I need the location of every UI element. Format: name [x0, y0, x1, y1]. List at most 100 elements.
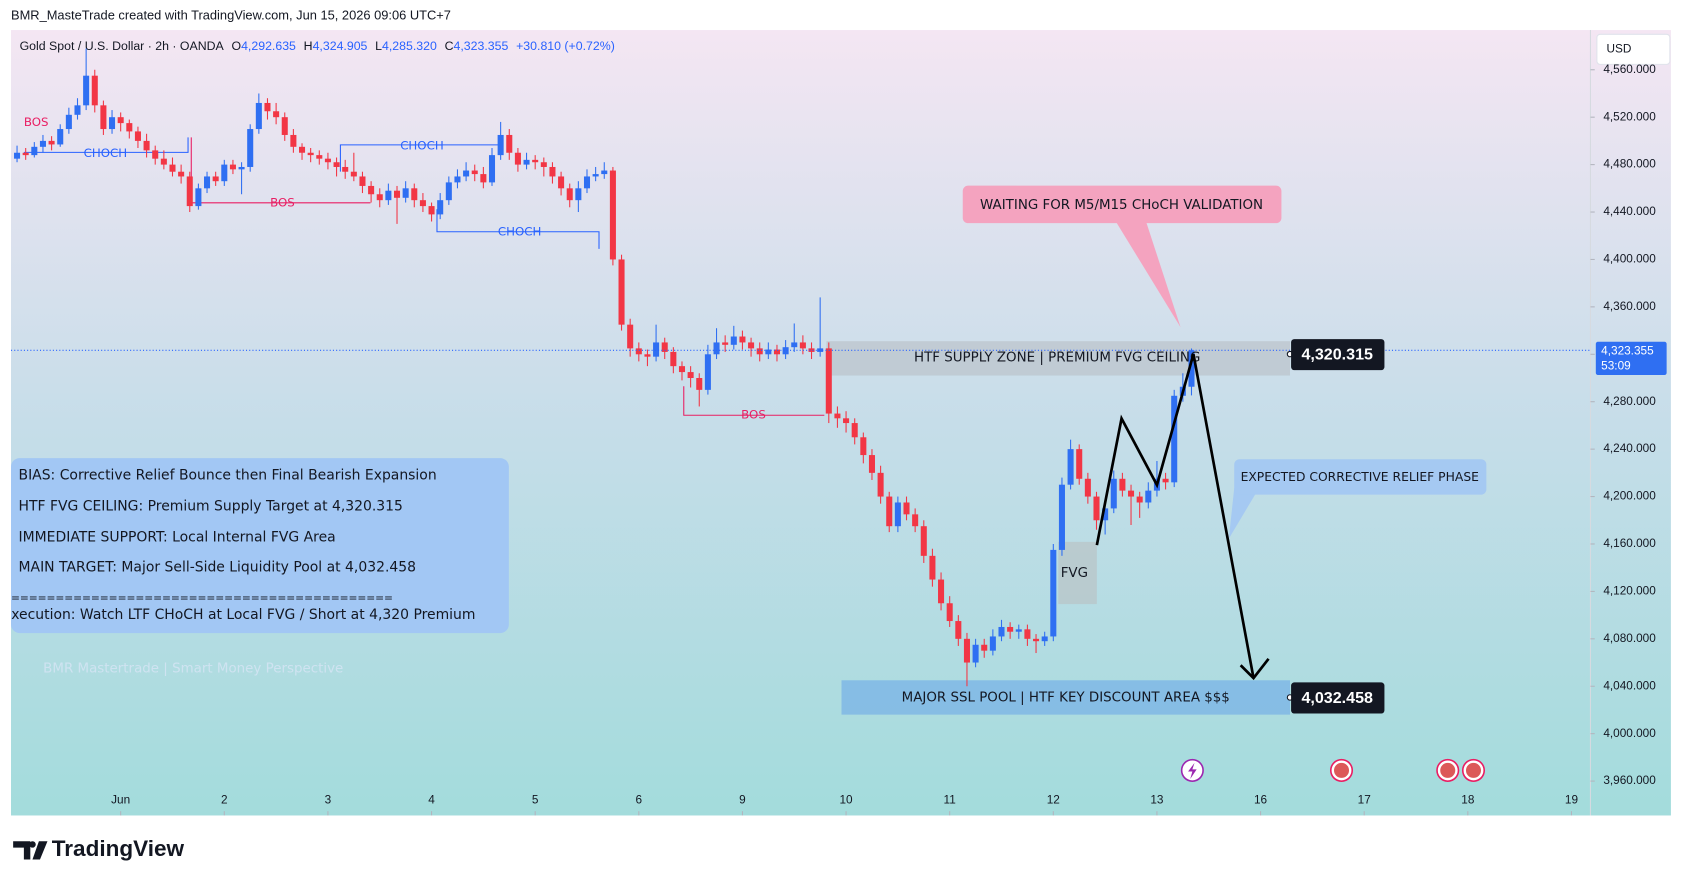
candle-body	[290, 134, 297, 147]
legend-value: 4,323.355	[454, 39, 509, 53]
candle-body	[480, 174, 487, 183]
candle-body	[57, 129, 64, 145]
flag	[1334, 762, 1350, 778]
symbol: Gold Spot / U.S. Dollar · 2h · OANDA	[20, 39, 225, 53]
candle-body	[817, 348, 824, 352]
candle-body	[463, 170, 470, 177]
arrow-head	[1239, 657, 1270, 681]
candle-body	[411, 188, 418, 201]
currency-button[interactable]	[1596, 33, 1671, 65]
candle-body	[204, 176, 211, 189]
legend-value: 4,324.905	[313, 39, 368, 53]
candle-body	[74, 105, 81, 115]
waiting-label: WAITING FOR M5/M15 CHoCH VALIDATION	[980, 198, 1263, 213]
candle-body	[143, 140, 150, 151]
candle-body	[540, 162, 547, 167]
x-tick-label: 12	[1047, 793, 1060, 807]
candle-body	[437, 200, 444, 215]
candle-body	[65, 114, 72, 130]
candle-body	[247, 129, 254, 167]
x-tick-label: 19	[1565, 793, 1578, 807]
x-tick-label: 2	[221, 793, 228, 807]
choch-line	[23, 137, 189, 153]
candle-body	[851, 423, 858, 438]
logo: TradingView	[13, 836, 184, 861]
candle-body	[471, 170, 478, 175]
bos-line	[683, 386, 825, 416]
choch-line	[339, 144, 500, 172]
candle-body	[169, 164, 176, 172]
x-tick-label: 11	[944, 793, 956, 807]
candle-body	[963, 638, 970, 663]
ssl-zone-label: MAJOR SSL POOL | HTF KEY DISCOUNT AREA $…	[902, 690, 1230, 705]
x-tick-label: 16	[1254, 793, 1268, 807]
x-tick-label: 5	[532, 793, 539, 807]
candle-body	[843, 418, 850, 424]
candle-body	[385, 190, 392, 201]
candle-body	[117, 117, 124, 124]
candle-body	[894, 502, 901, 527]
candle-body	[653, 342, 660, 357]
x-tick-label: 4	[428, 793, 435, 807]
candle-body	[981, 644, 988, 651]
y-tick-label: 4,440.000	[1603, 204, 1656, 218]
candle-body	[903, 502, 910, 515]
candle-body	[1136, 496, 1143, 503]
info-line: HTF FVG CEILING: Premium Supply Target a…	[19, 498, 403, 514]
legend-label: H	[304, 39, 313, 53]
candle-body	[886, 496, 893, 527]
candle-body	[238, 166, 245, 170]
y-tick-label: 4,360.000	[1603, 299, 1656, 313]
candle-body	[83, 75, 90, 106]
candle-body	[281, 117, 288, 135]
x-tick-label: 9	[739, 793, 746, 807]
x-tick-label: 18	[1461, 793, 1475, 807]
candle-body	[454, 176, 461, 183]
ssl-zone	[841, 680, 1291, 715]
bos-label: BOS	[24, 115, 49, 129]
supply-zone-label: HTF SUPPLY ZONE | PREMIUM FVG CEILING	[914, 350, 1200, 365]
candle-body	[152, 150, 159, 159]
y-tick-label: 4,400.000	[1603, 252, 1656, 266]
info-lines: BIAS: Corrective Relief Bounce then Fina…	[11, 467, 475, 622]
candle-body	[316, 155, 323, 159]
candle-body	[1145, 490, 1152, 503]
candle-body	[1007, 626, 1014, 632]
candle-body	[687, 372, 694, 379]
candle-body	[195, 188, 202, 207]
x-tick-label: 13	[1150, 793, 1164, 807]
candle-body	[696, 378, 703, 390]
candle-body	[1084, 478, 1091, 497]
x-tick-label: 10	[840, 793, 854, 807]
fvg-label: FVG	[1061, 566, 1088, 581]
candle-body	[109, 117, 116, 130]
logo-text: TradingView	[52, 836, 185, 861]
legend-label: L	[375, 39, 382, 53]
candle-body	[333, 162, 340, 167]
candle-body	[929, 555, 936, 580]
candle-body	[549, 166, 556, 177]
candle-body	[860, 437, 867, 456]
candle-body	[178, 171, 185, 177]
legend-label: O	[231, 39, 241, 53]
y-tick-label: 4,240.000	[1603, 441, 1656, 455]
candle-body	[765, 349, 772, 355]
candle-body	[808, 348, 815, 352]
candle-body	[601, 170, 608, 175]
event-icon-glyph	[1188, 762, 1197, 779]
candle-body	[799, 342, 806, 349]
candle-body	[1067, 449, 1074, 485]
candle-body	[609, 170, 616, 260]
candle-body	[704, 354, 711, 390]
candle-body	[1050, 549, 1057, 637]
candle-body	[359, 176, 366, 186]
candle-body	[756, 348, 763, 355]
info-line: IMMEDIATE SUPPORT: Local Internal FVG Ar…	[19, 530, 336, 546]
candle-body	[100, 105, 107, 130]
candle-body	[393, 190, 401, 198]
attribution: BMR_MasteTrade created with TradingView.…	[11, 8, 451, 23]
y-tick-label: 4,280.000	[1603, 394, 1656, 408]
currency[interactable]: USD	[1607, 41, 1632, 55]
x-tick-label: 3	[325, 793, 332, 807]
